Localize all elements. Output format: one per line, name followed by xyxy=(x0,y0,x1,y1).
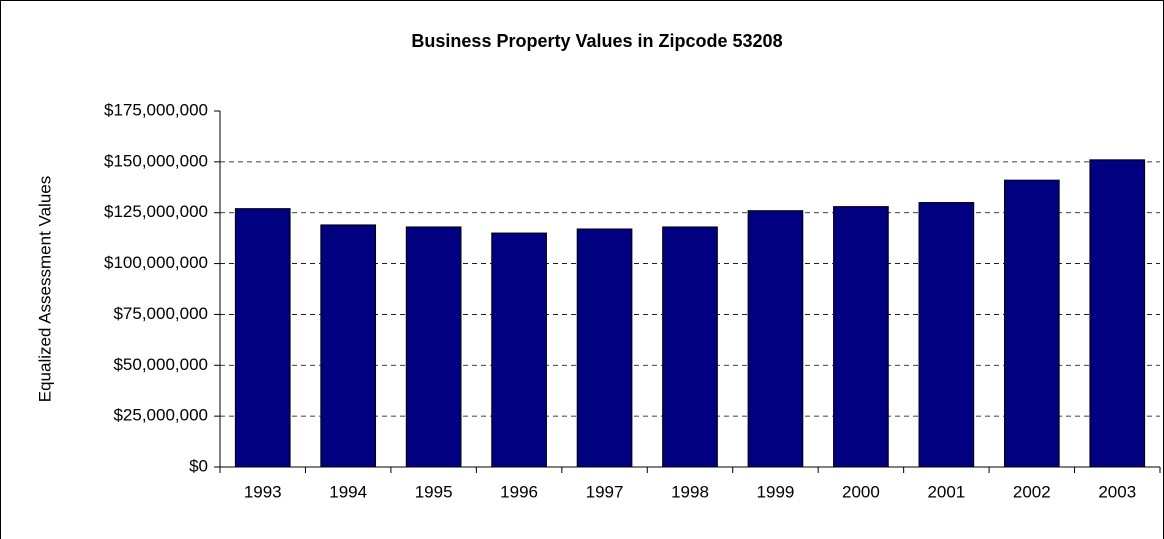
x-tick-label: 1997 xyxy=(586,482,624,501)
bar xyxy=(405,226,462,468)
y-tick-label: $0 xyxy=(189,456,208,475)
y-tick-label: $125,000,000 xyxy=(104,202,208,221)
y-tick-label: $50,000,000 xyxy=(113,355,208,374)
x-tick-label: 1993 xyxy=(244,482,282,501)
bar xyxy=(1089,159,1146,468)
x-tick-label: 1995 xyxy=(415,482,453,501)
y-tick-label: $100,000,000 xyxy=(104,253,208,272)
y-tick-label: $150,000,000 xyxy=(104,151,208,170)
y-axis-label: Equalized Assessment Values xyxy=(35,176,54,402)
x-tick-label: 2001 xyxy=(927,482,965,501)
bar xyxy=(662,226,718,468)
bar xyxy=(747,210,804,468)
y-tick-label: $75,000,000 xyxy=(113,304,208,323)
x-tick-label: 1994 xyxy=(329,482,367,501)
x-tick-label: 2000 xyxy=(842,482,880,501)
x-tick-label: 1996 xyxy=(500,482,538,501)
bar xyxy=(320,224,377,468)
x-tick-label: 1998 xyxy=(671,482,709,501)
chart-title: Business Property Values in Zipcode 5320… xyxy=(411,31,782,51)
x-tick-label: 1999 xyxy=(757,482,795,501)
bar xyxy=(491,232,547,468)
bar xyxy=(576,228,633,468)
bar xyxy=(1003,179,1060,468)
y-tick-label: $175,000,000 xyxy=(104,100,208,119)
bar xyxy=(833,206,889,468)
x-tick-label: 2002 xyxy=(1013,482,1051,501)
bar xyxy=(234,208,291,468)
bar xyxy=(918,202,975,468)
x-tick-label: 2003 xyxy=(1098,482,1136,501)
y-tick-label: $25,000,000 xyxy=(113,406,208,425)
